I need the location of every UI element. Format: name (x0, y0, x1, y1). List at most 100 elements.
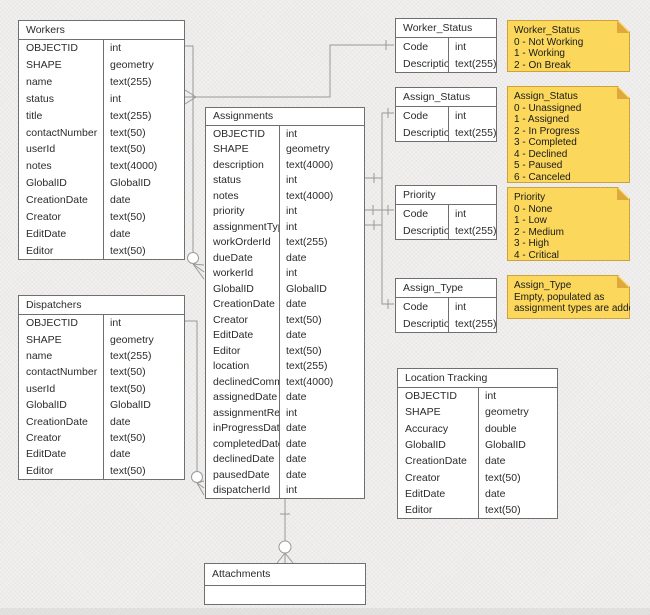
field-type: text(255) (448, 55, 496, 72)
field-name: CreationDate (213, 298, 275, 311)
field-type: text(255) (279, 358, 364, 374)
entity-location-tracking[interactable]: Location Tracking OBJECTID int SHAPE geomet… (397, 368, 558, 520)
field-name: location (213, 360, 250, 373)
field-row: status int (19, 90, 184, 108)
field-type: text(50) (478, 469, 557, 486)
field-name: Description (403, 224, 448, 237)
note-line: assignment types are added (514, 303, 640, 314)
entity-assign-type[interactable]: Assign_Type Code intDescriptiontext(255) (395, 278, 497, 333)
field-type: date (103, 191, 184, 209)
entity-title: Assign_Status (403, 91, 471, 103)
note-line: 1 - Assigned (514, 114, 570, 125)
entity-assign-status[interactable]: Assign_Status Code intDescriptiontext(255… (395, 87, 497, 142)
field-name: Code (403, 207, 429, 220)
note-line: 6 - Canceled (514, 171, 571, 183)
entity-title: Worker_Status (403, 22, 473, 34)
sticky-note-assign-type[interactable]: Assign_Type Empty, populated as assignmen… (507, 275, 630, 319)
field-name: EditDate (213, 329, 254, 342)
field-name: Editor (405, 504, 433, 517)
note-line: 3 - Completed (514, 137, 577, 148)
field-type: GlobalID (103, 396, 184, 414)
field-type: text(50) (103, 364, 184, 381)
field-name: GlobalID (405, 439, 446, 452)
field-name: Creator (405, 471, 441, 484)
field-type: int (279, 405, 364, 421)
field-name: dueDate (213, 251, 253, 264)
field-row: contactNumber text(50) (19, 364, 184, 381)
entity-worker-status[interactable]: Worker_Status Code intDescriptiontext(255… (395, 18, 497, 73)
field-row: assignmentTypeint (206, 219, 364, 235)
field-type: int (448, 38, 496, 55)
field-name: Accuracy (405, 422, 449, 435)
field-name: Editor (26, 464, 54, 477)
field-name: assignmentType (213, 220, 279, 233)
field-row: assignmentReadint (206, 405, 364, 421)
field-list: Code intDescriptiontext(255) (396, 205, 496, 239)
field-type: text(50) (103, 429, 184, 447)
field-row: status int (206, 172, 364, 188)
note-line: 0 - None (514, 203, 553, 215)
field-name: OBJECTID (405, 390, 457, 403)
field-row: Editor text(50) (398, 502, 557, 519)
sticky-note-assign-status[interactable]: Assign_Status 0 - Unassigned 1 - Assigned… (507, 86, 630, 183)
field-row: OBJECTID int (19, 40, 184, 57)
field-name: SHAPE (26, 333, 62, 346)
field-row: Creator text(50) (398, 469, 557, 486)
field-type: int (279, 203, 364, 219)
sticky-note-worker-status[interactable]: Worker_Status 0 - Not Working 1 - Working… (507, 20, 630, 72)
note-line: 2 - Medium (514, 226, 565, 238)
field-list: Code intDescriptiontext(255) (396, 298, 496, 332)
entity-assignments[interactable]: Assignments OBJECTID int SHAPE geometry desc… (205, 107, 365, 499)
field-row: GlobalID GlobalID (206, 281, 364, 297)
field-type: geometry (103, 331, 184, 348)
field-row: CreationDate date (398, 453, 557, 470)
field-type: text(50) (103, 141, 184, 158)
field-type: int (279, 219, 364, 235)
field-name: pausedDate (213, 468, 270, 481)
field-type: int (448, 107, 496, 124)
entity-dispatchers[interactable]: Dispatchers OBJECTID int SHAPE geometry name… (18, 295, 185, 480)
entity-workers[interactable]: Workers OBJECTID int SHAPE geometry name text… (18, 20, 185, 260)
field-name: contactNumber (26, 126, 98, 139)
entity-header: Assign_Type (396, 279, 496, 298)
field-type: int (103, 315, 184, 332)
field-type: text(255) (448, 124, 496, 141)
field-name: assignmentRead (213, 406, 279, 419)
field-type: date (279, 296, 364, 312)
field-type: date (279, 327, 364, 343)
note-line: 4 - Critical (514, 249, 560, 261)
field-row: Code int (396, 205, 496, 222)
field-type: text(255) (103, 107, 184, 125)
field-name: assignedDate (213, 391, 278, 404)
entity-header: Workers (19, 21, 184, 40)
field-name: workOrderId (213, 236, 271, 249)
field-row: workOrderId text(255) (206, 234, 364, 250)
field-type: text(4000) (279, 374, 364, 390)
entity-attachments[interactable]: Attachments (204, 563, 366, 605)
field-row: priority int (206, 203, 364, 219)
entity-title: Priority (403, 189, 436, 201)
field-row: CreationDate date (19, 413, 184, 430)
field-name: OBJECTID (26, 42, 78, 55)
note-line: 1 - Low (514, 215, 547, 226)
field-type: text(50) (103, 208, 184, 226)
note-lines: Empty, populated as assignment types are … (514, 292, 623, 315)
field-row: notes text(4000) (206, 188, 364, 204)
entity-priority[interactable]: Priority Code intDescriptiontext(255) (395, 185, 497, 240)
field-row: GlobalID GlobalID (398, 436, 557, 454)
field-row: declinedCommenttext(4000) (206, 374, 364, 390)
field-type: int (103, 90, 184, 108)
field-name: priority (213, 205, 245, 218)
field-type: int (279, 482, 364, 498)
entity-header: Assignments (206, 108, 364, 126)
sticky-note-priority[interactable]: Priority 0 - None 1 - Low 2 - Medium 3 - Hi… (507, 187, 630, 261)
field-type: text(255) (103, 347, 184, 365)
field-row: workerId int (206, 265, 364, 281)
field-row: Descriptiontext(255) (396, 222, 496, 239)
field-list: OBJECTID int SHAPE geometry description text(… (206, 126, 364, 498)
entity-header: Worker_Status (396, 19, 496, 38)
note-line: 2 - On Break (514, 59, 571, 71)
field-row: Code int (396, 38, 496, 55)
field-type: text(255) (103, 73, 184, 91)
note-lines: 0 - Unassigned 1 - Assigned 2 - In Progres… (514, 103, 623, 184)
